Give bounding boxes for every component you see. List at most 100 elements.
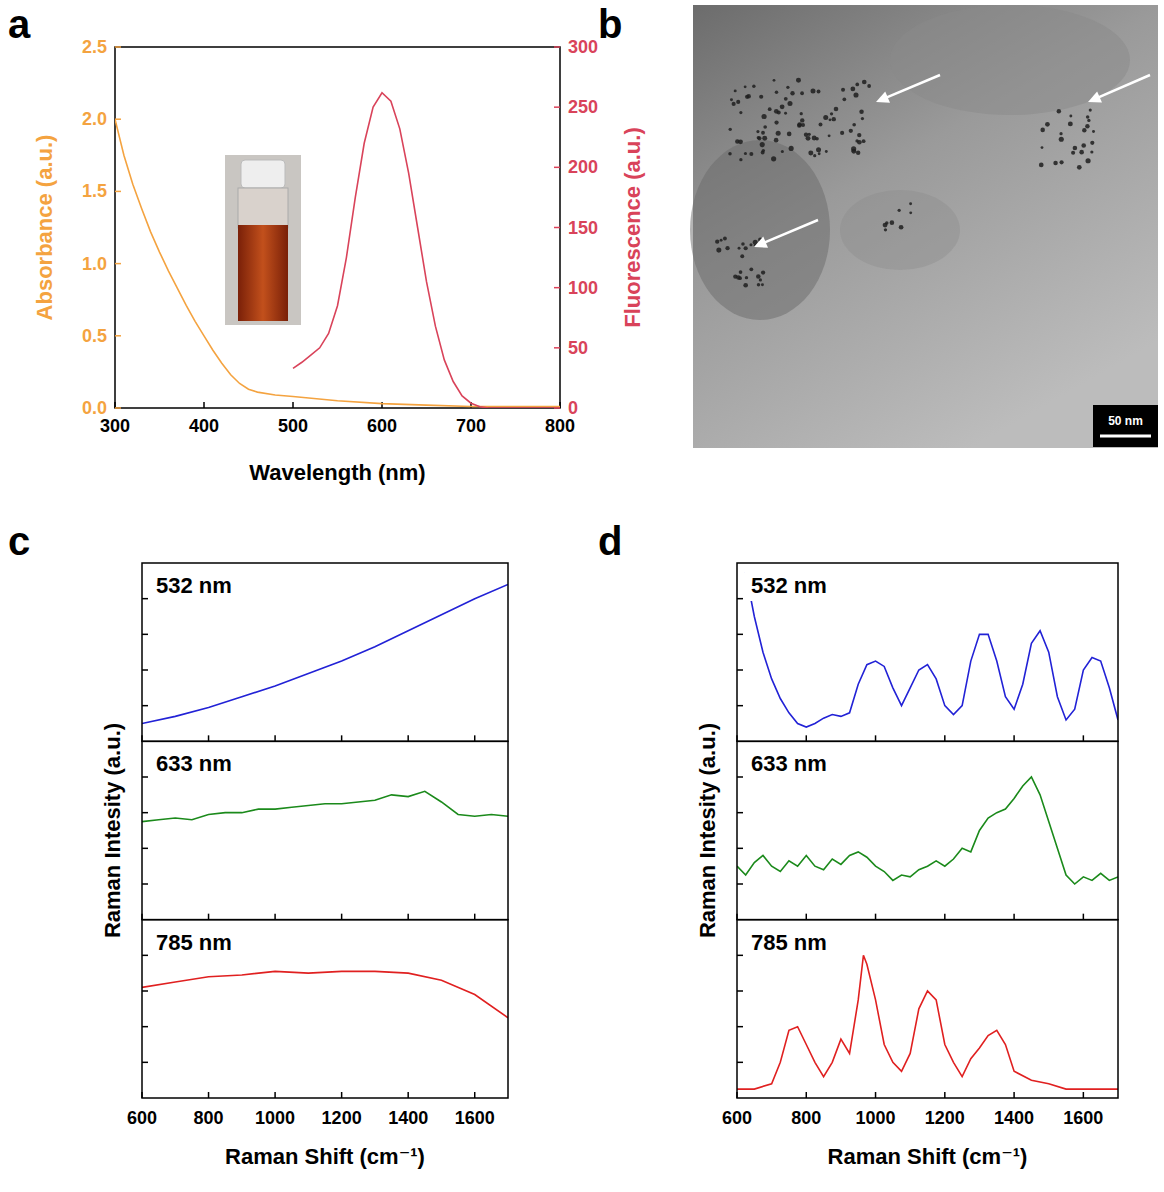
particle [761, 131, 765, 135]
y-tick-label: 0.5 [82, 326, 107, 346]
particle [861, 117, 864, 120]
particle [859, 109, 863, 113]
particle [775, 90, 779, 94]
x-tick [274, 735, 276, 741]
particle [885, 221, 889, 225]
x-tick [875, 1092, 877, 1098]
x-tick-label: 600 [722, 1108, 752, 1128]
particle [1071, 151, 1075, 155]
y-tick [142, 883, 148, 885]
y-tick [115, 263, 121, 265]
x-tick [341, 914, 343, 920]
y-tick [737, 990, 743, 992]
particle [1040, 128, 1045, 133]
subplot-frame [142, 563, 508, 741]
particle [1059, 132, 1062, 135]
particle [761, 283, 764, 286]
x-axis-title: Raman Shift (cm⁻¹) [828, 1144, 1028, 1169]
particle [1092, 130, 1095, 133]
y-tick [115, 335, 121, 337]
x-tick [806, 1092, 808, 1098]
y2-tick [554, 347, 560, 349]
x-tick-label: 1200 [322, 1108, 362, 1128]
y-tick [142, 812, 148, 814]
particle [715, 240, 719, 244]
particle [744, 246, 748, 250]
x-tick [141, 735, 143, 741]
subplot-frame [737, 741, 1118, 919]
y-tick [737, 1026, 743, 1028]
vial-neck [238, 188, 288, 228]
y-tick [115, 191, 121, 193]
label-patch [745, 570, 833, 601]
particle [1069, 115, 1072, 118]
particle [759, 278, 762, 281]
arrow-head [876, 91, 890, 102]
y-tick [142, 776, 148, 778]
y-tick [142, 955, 148, 957]
x-tick [1013, 735, 1015, 741]
particle [756, 130, 759, 133]
y-axis-title: Absorbance (a.u.) [32, 135, 57, 321]
y2-tick-label: 300 [568, 37, 598, 57]
y-axis-title: Raman Intesity (a.u.) [695, 723, 720, 938]
particle [840, 131, 844, 135]
particle [1085, 124, 1089, 128]
y2-tick [554, 167, 560, 169]
label-patch [745, 748, 833, 779]
subplot-label: 532 nm [156, 573, 232, 598]
y2-tick [554, 46, 560, 48]
data-line [142, 971, 508, 1017]
particle [739, 111, 742, 114]
subplot-label: 785 nm [751, 930, 827, 955]
x-tick [944, 735, 946, 741]
particle [740, 254, 744, 258]
particle [771, 156, 776, 161]
y-tick-label: 1.5 [82, 181, 107, 201]
particle [800, 112, 803, 115]
x-tick [141, 914, 143, 920]
subplot-label: 633 nm [156, 751, 232, 776]
x-tick-label: 400 [189, 416, 219, 436]
arrow-shaft [886, 75, 940, 98]
particle [1053, 161, 1058, 166]
x-tick [1083, 914, 1085, 920]
x-tick-label: 1600 [455, 1108, 495, 1128]
particle [738, 139, 743, 144]
particle [741, 242, 745, 246]
particle [1073, 146, 1078, 151]
y2-tick [554, 227, 560, 229]
tem-shade [840, 190, 960, 270]
subplot-frame [142, 741, 508, 919]
vial-cap [241, 160, 285, 188]
particle [739, 270, 743, 274]
particle [812, 135, 817, 140]
particle [828, 134, 831, 137]
particle [855, 83, 859, 87]
particle [1082, 128, 1086, 132]
particle [734, 89, 737, 92]
particle [789, 146, 794, 151]
subplot-frame [737, 563, 1118, 741]
y-tick [142, 598, 148, 600]
arrow-head [1088, 91, 1102, 102]
y-tick [115, 46, 121, 48]
particle [760, 142, 765, 147]
subplot-lines [142, 971, 508, 1017]
particle [763, 125, 767, 129]
arrow-shaft [1097, 75, 1150, 98]
y-tick-label: 2.0 [82, 109, 107, 129]
particle [1079, 150, 1084, 155]
x-tick-label: 1600 [1063, 1108, 1103, 1128]
scale-bar-label: 50 nm [1108, 414, 1143, 428]
figure: a3004005006007008000.00.51.01.52.02.5050… [0, 0, 1164, 1192]
particle [817, 90, 821, 94]
x-tick [341, 1092, 343, 1098]
particle [851, 146, 856, 151]
x-tick-label: 500 [278, 416, 308, 436]
particle [830, 112, 833, 115]
particle [757, 136, 760, 139]
y-tick [142, 1026, 148, 1028]
tem-shade [690, 140, 830, 320]
x-tick-label: 1000 [856, 1108, 896, 1128]
